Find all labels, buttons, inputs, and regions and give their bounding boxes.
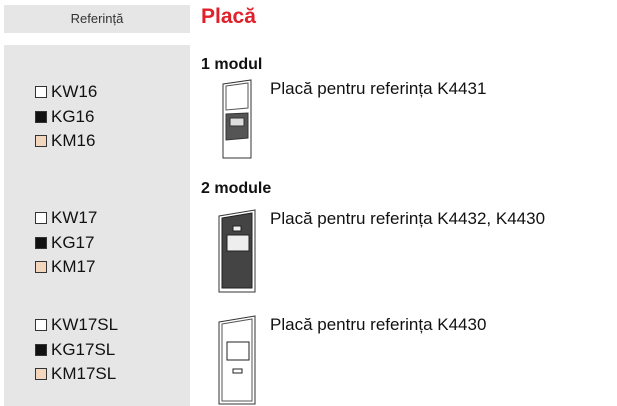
color-swatch bbox=[35, 261, 47, 273]
page-title: Placă bbox=[201, 5, 256, 28]
code-text: KM16 bbox=[51, 131, 96, 150]
reference-code: KG17 bbox=[35, 233, 94, 253]
code-text: KM17 bbox=[51, 257, 96, 276]
section-heading: 1 modul bbox=[201, 56, 263, 73]
code-text: KW16 bbox=[51, 82, 98, 101]
reference-code: KM16 bbox=[35, 131, 95, 151]
section-heading: 2 module bbox=[201, 180, 272, 197]
color-swatch bbox=[35, 343, 47, 356]
code-text: KG17SL bbox=[51, 339, 116, 359]
color-swatch bbox=[35, 212, 47, 224]
reference-code: KW16 bbox=[35, 82, 97, 102]
color-swatch bbox=[35, 236, 47, 249]
color-swatch bbox=[35, 319, 47, 331]
color-swatch bbox=[35, 110, 47, 123]
reference-code: KW17 bbox=[35, 208, 97, 228]
reference-code: KG17SL bbox=[35, 340, 115, 360]
code-text: KG16 bbox=[51, 106, 95, 126]
color-swatch bbox=[35, 86, 47, 98]
description: Placă pentru referința K4431 bbox=[270, 79, 487, 98]
reference-code: KM17 bbox=[35, 257, 95, 277]
plate-image bbox=[222, 79, 252, 159]
reference-code: KM17SL bbox=[35, 364, 116, 384]
reference-code: KG16 bbox=[35, 107, 94, 127]
code-text: KG17 bbox=[51, 232, 95, 252]
code-text: KW17 bbox=[51, 208, 98, 227]
code-text: KW17SL bbox=[51, 315, 119, 334]
plate-image bbox=[218, 209, 256, 293]
reference-header: Referință bbox=[4, 5, 190, 33]
reference-code: KW17SL bbox=[35, 315, 118, 335]
description: Placă pentru referința K4430 bbox=[270, 315, 487, 334]
plate-image bbox=[218, 315, 256, 405]
code-text: KM17SL bbox=[51, 364, 117, 383]
description: Placă pentru referința K4432, K4430 bbox=[270, 209, 546, 228]
color-swatch bbox=[35, 135, 47, 147]
color-swatch bbox=[35, 368, 47, 380]
